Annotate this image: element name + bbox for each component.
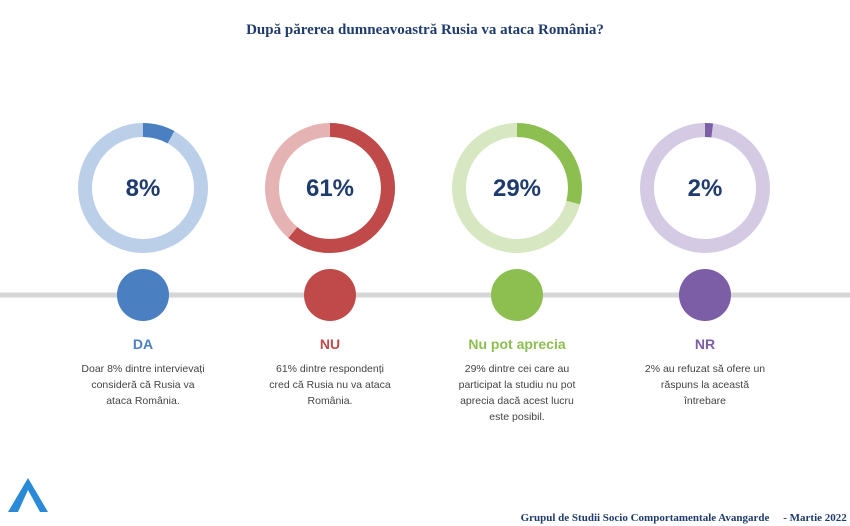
category-label: DA (133, 336, 153, 352)
donut-arc (640, 123, 770, 253)
legend-dot (491, 269, 543, 321)
donut-arc (452, 123, 582, 253)
category-label: Nu pot aprecia (468, 336, 565, 352)
value-label: 61% (306, 175, 354, 202)
category-label: NR (695, 336, 715, 352)
legend-dot (304, 269, 356, 321)
footer-org: Grupul de Studii Socio Comportamentale A… (521, 512, 770, 524)
footer-date: - Martie 2022 (783, 512, 847, 524)
value-label: 29% (493, 175, 541, 202)
description: 29% dintre cei care au participat la stu… (458, 363, 576, 423)
legend-dot (679, 269, 731, 321)
value-label: 8% (126, 175, 161, 202)
description: 2% au refuzat să ofere un răspuns la ace… (644, 363, 766, 407)
value-label: 2% (688, 175, 723, 202)
chart-title: După părerea dumneavoastră Rusia va atac… (246, 22, 604, 38)
category-label: NU (320, 336, 340, 352)
description: 61% dintre respondenți cred că Rusia nu … (269, 363, 391, 407)
donut-arc (265, 123, 395, 253)
description: Doar 8% dintre intervievați consideră că… (81, 363, 205, 407)
logo (8, 478, 48, 512)
legend-dot (117, 269, 169, 321)
donut-arc (78, 123, 208, 253)
